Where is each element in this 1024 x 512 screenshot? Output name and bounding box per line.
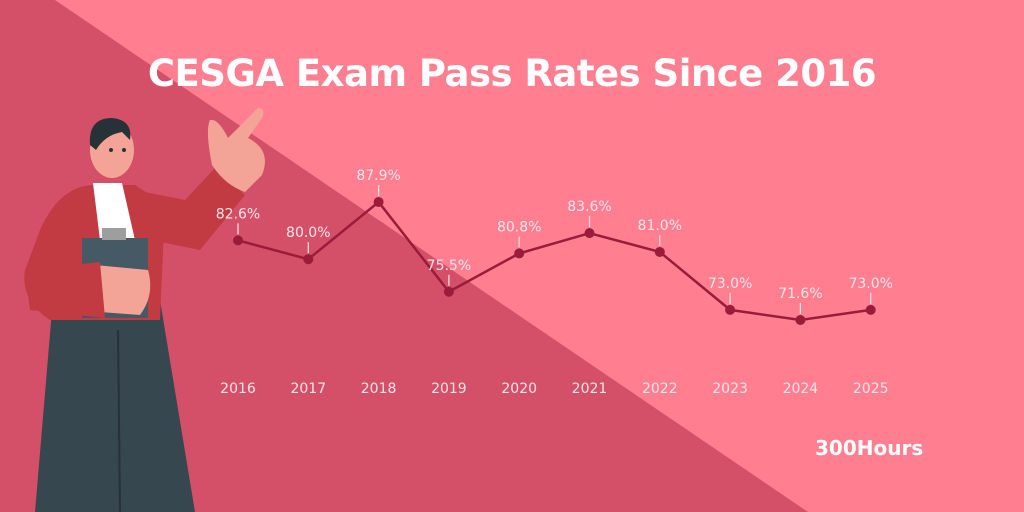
data-point: [443, 286, 454, 297]
data-point: [373, 197, 384, 207]
x-tick-label: 2020: [501, 381, 537, 397]
chart-title: CESGA Exam Pass Rates Since 2016: [147, 52, 877, 95]
data-label: 82.6%: [216, 206, 260, 222]
data-label: 75.5%: [427, 258, 471, 274]
data-label: 73.0%: [708, 276, 752, 292]
x-tick-label: 2023: [712, 381, 748, 397]
data-label: 71.6%: [778, 286, 822, 302]
data-point: [795, 315, 806, 326]
series-line: [237, 200, 871, 322]
data-label: 83.6%: [567, 199, 611, 215]
data-point: [654, 246, 665, 257]
data-label: 81.0%: [638, 218, 682, 234]
x-tick-label: 2021: [572, 381, 608, 397]
data-point: [303, 254, 314, 265]
data-label: 80.0%: [286, 225, 330, 241]
data-point: [584, 228, 595, 239]
data-point: [865, 304, 876, 315]
man-pointing-illustration: [24, 108, 265, 512]
logo-300hours: 300Hours: [815, 436, 924, 460]
data-label: 80.8%: [497, 219, 541, 235]
data-point: [514, 248, 525, 259]
data-point: [233, 235, 243, 246]
data-label: 73.0%: [848, 276, 892, 292]
x-tick-label: 2024: [783, 381, 819, 397]
x-tick-label: 2022: [642, 381, 678, 397]
dark-diagonal-band: [0, 0, 808, 512]
x-tick-label: 2016: [220, 381, 256, 397]
x-tick-label: 2025: [853, 381, 889, 397]
x-tick-label: 2017: [290, 381, 326, 397]
data-label: 87.9%: [356, 168, 400, 184]
data-point: [725, 304, 736, 315]
x-tick-label: 2018: [361, 381, 397, 397]
x-tick-label: 2019: [431, 381, 467, 397]
